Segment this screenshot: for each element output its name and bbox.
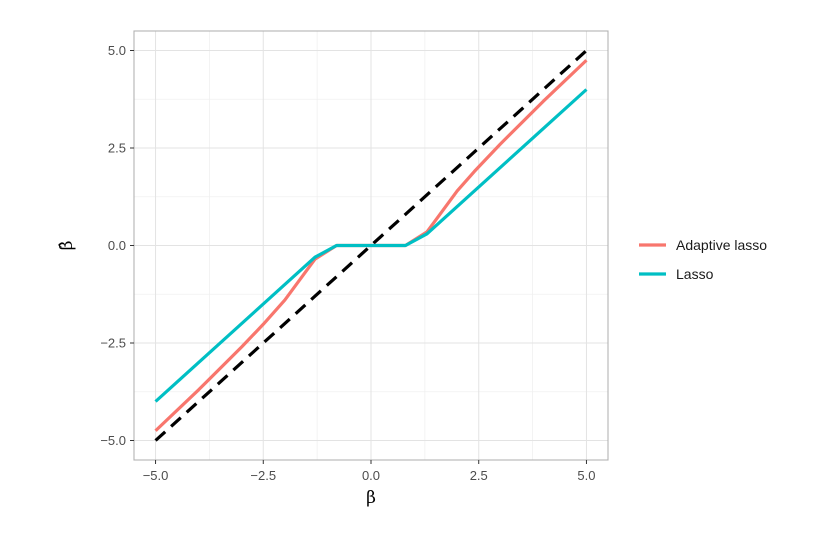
x-axis-title: β xyxy=(366,488,376,508)
legend-label-lasso: Lasso xyxy=(676,266,714,282)
series-layer xyxy=(154,59,588,432)
x-tick-label: 0.0 xyxy=(362,468,380,483)
reference-line-layer xyxy=(154,49,588,442)
legend: Adaptive lasso Lasso xyxy=(639,237,767,282)
y-tick-label: 5.0 xyxy=(108,43,126,58)
y-axis-title: β̂ xyxy=(57,241,77,251)
series-line-lasso xyxy=(154,88,588,403)
reference-dashed-line xyxy=(154,49,588,442)
x-tick-label: −2.5 xyxy=(250,468,276,483)
y-tick-label: 2.5 xyxy=(108,141,126,156)
y-axis-ticks: −5.0 −2.5 0.0 2.5 5.0 xyxy=(100,43,134,448)
legend-label-adaptive-lasso: Adaptive lasso xyxy=(676,237,767,253)
x-axis-ticks: −5.0 −2.5 0.0 2.5 5.0 xyxy=(143,460,595,483)
x-tick-label: 5.0 xyxy=(577,468,595,483)
y-tick-label: 0.0 xyxy=(108,238,126,253)
x-tick-label: −5.0 xyxy=(143,468,169,483)
y-tick-label: −2.5 xyxy=(100,336,126,351)
x-tick-label: 2.5 xyxy=(470,468,488,483)
y-tick-label: −5.0 xyxy=(100,433,126,448)
